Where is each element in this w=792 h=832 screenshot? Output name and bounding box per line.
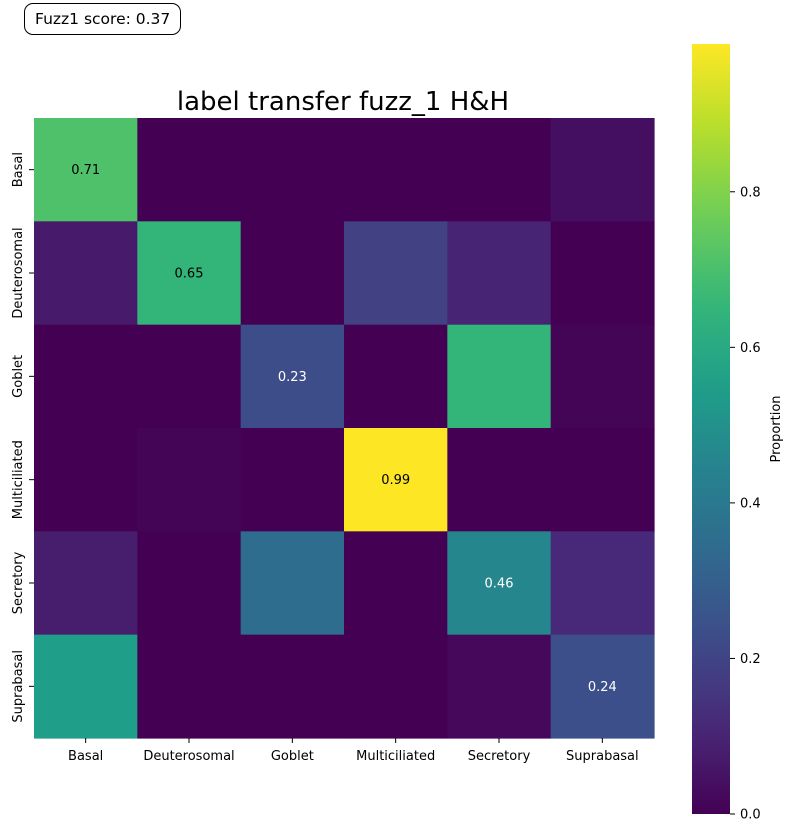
score-box: Fuzz1 score: 0.37	[24, 3, 182, 35]
heatmap-cell	[240, 428, 345, 532]
x-tick-label: Suprabasal	[566, 749, 639, 764]
x-tick-label: Multiciliated	[356, 749, 435, 764]
heatmap-cell	[34, 221, 138, 326]
heatmap-cell	[447, 531, 552, 636]
y-tick-label: Suprabasal	[11, 650, 26, 723]
colorbar-tick-label: 0.4	[740, 496, 761, 511]
heatmap-cell	[240, 221, 345, 326]
y-tick-label: Goblet	[11, 355, 26, 398]
chart-title: label transfer fuzz_1 H&H	[177, 87, 509, 117]
cell-annotation: 0.23	[278, 370, 307, 385]
y-tick-label: Deuterosomal	[11, 227, 26, 318]
colorbar-ticks: 0.0 0.2 0.4 0.6 0.8	[730, 185, 761, 823]
colorbar-tick-label: 0.0	[740, 808, 761, 823]
heatmap-cell	[447, 324, 552, 429]
heatmap-cell	[240, 634, 345, 739]
heatmap-cell	[137, 221, 242, 326]
heatmap-cell	[34, 428, 138, 532]
heatmap-cell	[137, 428, 242, 532]
heatmap-cell	[137, 531, 242, 636]
y-tick-label: Secretory	[11, 551, 26, 614]
heatmap-cell	[550, 634, 655, 739]
heatmap-cell	[447, 118, 552, 222]
cell-annotation: 0.24	[588, 680, 617, 695]
heatmap-cell	[240, 118, 345, 222]
heatmap-cell	[344, 118, 448, 222]
heatmap-cell	[550, 428, 655, 532]
heatmap-cell	[550, 531, 655, 636]
heatmap-cell	[550, 118, 655, 222]
x-tick-label: Goblet	[271, 749, 314, 764]
heatmap-cell	[240, 531, 345, 636]
heatmap-cell	[344, 221, 448, 326]
y-tick-label: Basal	[11, 152, 26, 187]
heatmap-cell	[34, 634, 138, 739]
heatmap-cell	[447, 428, 552, 532]
heatmap-cell	[34, 118, 138, 222]
heatmap-cell	[137, 324, 242, 429]
heatmap-cell	[344, 634, 448, 739]
heatmap-cell	[550, 324, 655, 429]
heatmap-cell	[344, 428, 448, 532]
x-tick-label: Secretory	[468, 749, 531, 764]
heatmap-cell	[137, 118, 242, 222]
colorbar-label: Proportion	[769, 395, 784, 462]
x-axis-ticks: Basal Deuterosomal Goblet Multiciliated Secr…	[68, 738, 639, 764]
colorbar-tick-label: 0.2	[740, 652, 761, 667]
x-tick-label: Basal	[68, 749, 103, 764]
cell-annotation: 0.65	[175, 267, 204, 282]
x-tick-label: Deuterosomal	[143, 749, 234, 764]
heatmap-cell	[447, 634, 552, 739]
cell-annotation: 0.71	[71, 163, 100, 178]
heatmap-cell	[447, 221, 552, 326]
cell-annotation: 0.46	[485, 577, 514, 592]
colorbar: 0.0 0.2 0.4 0.6 0.8 Proportion	[692, 44, 784, 823]
heatmap-cell	[137, 634, 242, 739]
heatmap-cell	[34, 531, 138, 636]
heatmap-cell	[34, 324, 138, 429]
heatmap-cells	[34, 118, 655, 739]
colorbar-tick-label: 0.8	[740, 185, 761, 200]
colorbar-bar	[692, 44, 730, 814]
y-tick-label: Multiciliated	[11, 440, 26, 519]
heatmap-cell	[344, 324, 448, 429]
colorbar-tick-label: 0.6	[740, 341, 761, 356]
heatmap-annotations: 0.71 0.65 0.23 0.99 0.46 0.24	[71, 163, 617, 695]
heatmap-cell	[240, 324, 345, 429]
y-axis-ticks: Basal Deuterosomal Goblet Multiciliated Secr…	[11, 152, 34, 723]
heatmap-cell	[344, 531, 448, 636]
heatmap-cell	[550, 221, 655, 326]
cell-annotation: 0.99	[381, 473, 410, 488]
